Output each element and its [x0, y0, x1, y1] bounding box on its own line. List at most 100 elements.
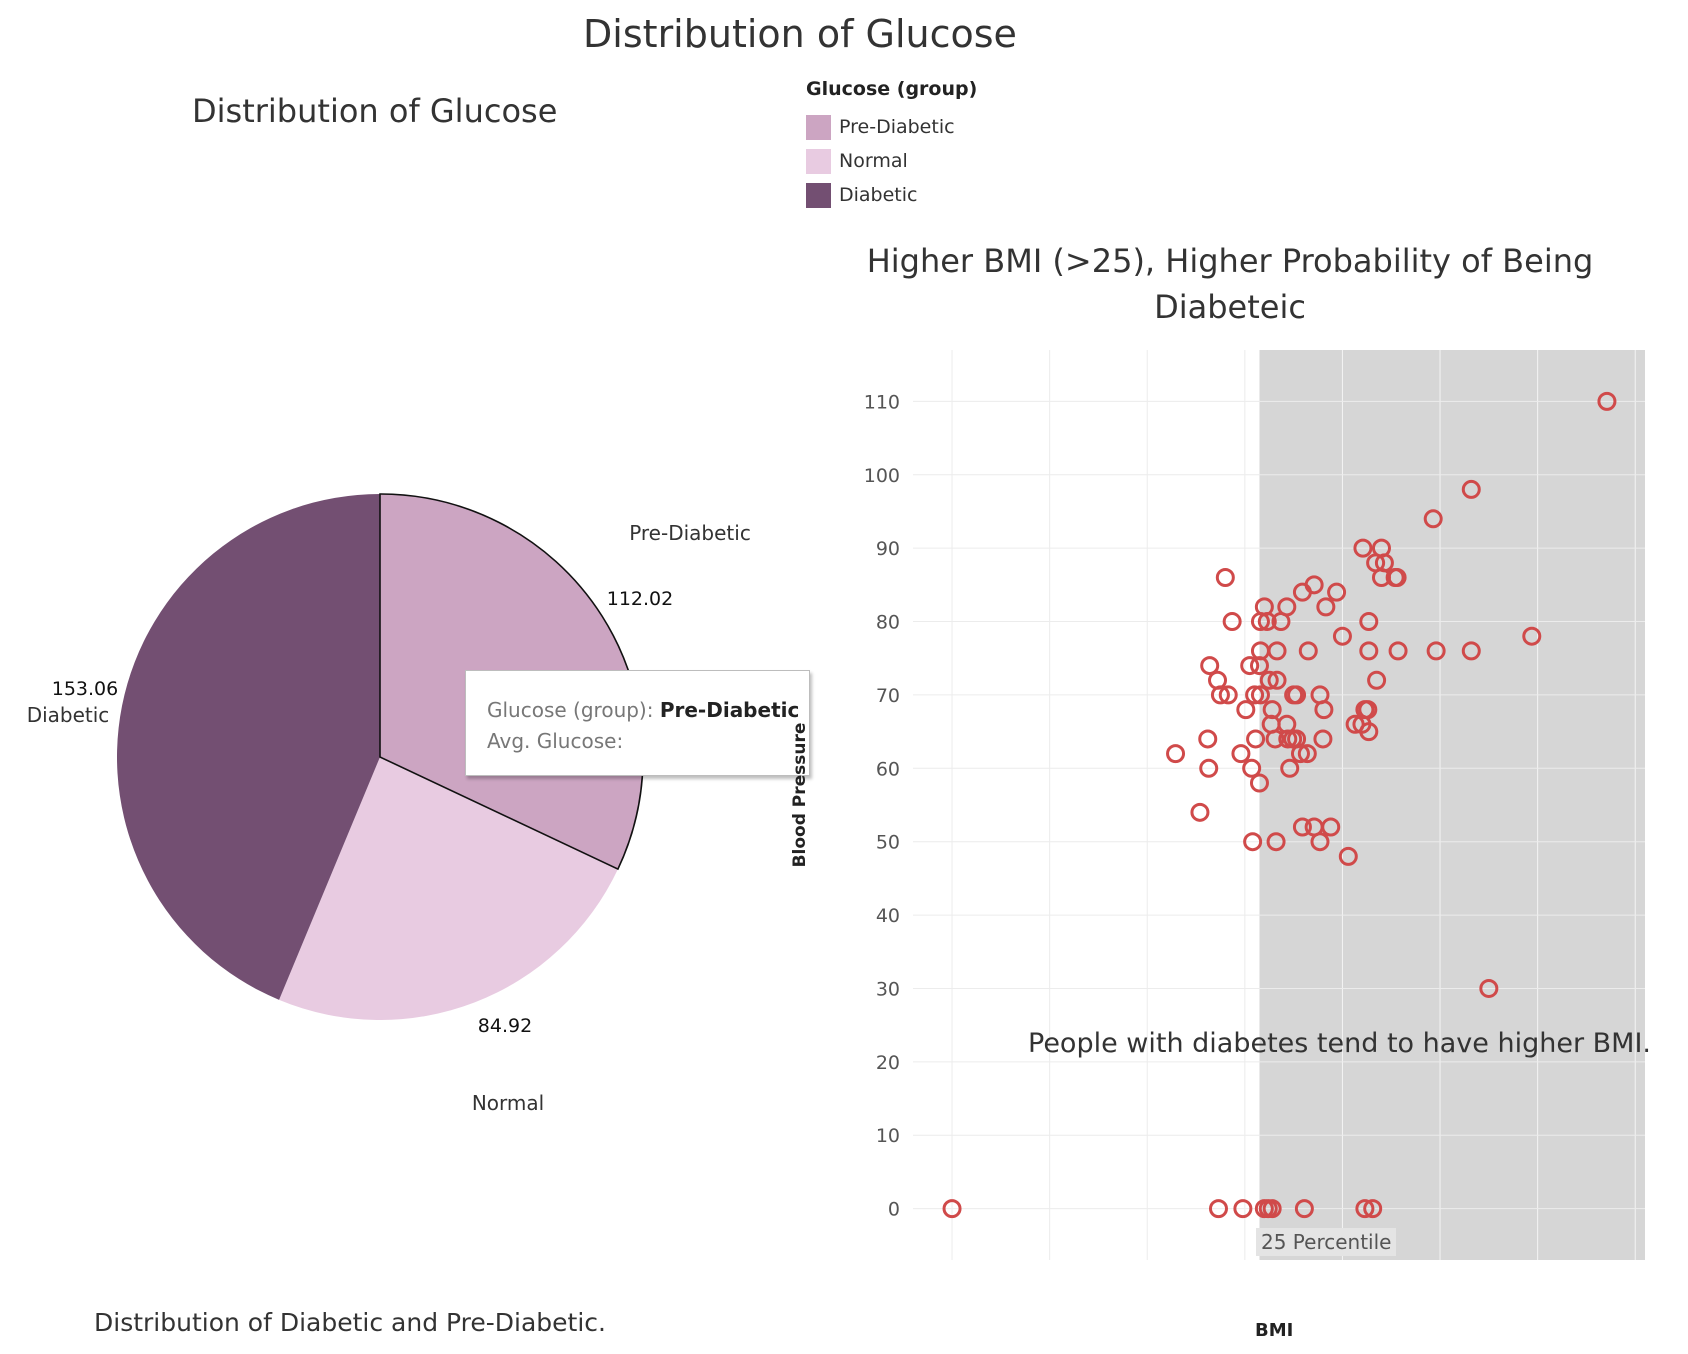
legend: Glucose (group) Pre-Diabetic Normal Diab…: [806, 78, 977, 212]
scatter-point[interactable]: [1359, 641, 1379, 661]
scatter-point[interactable]: [1314, 700, 1334, 720]
scatter-point[interactable]: [1338, 846, 1358, 866]
scatter-point[interactable]: [1200, 656, 1220, 676]
y-tick-label: 90: [876, 538, 900, 560]
x-axis-title: BMI: [1255, 1320, 1294, 1341]
scatter-point[interactable]: [1280, 758, 1300, 778]
tooltip-row-avg: Avg. Glucose:: [487, 726, 809, 757]
scatter-point[interactable]: [1208, 1199, 1228, 1219]
scatter-point[interactable]: [1292, 817, 1312, 837]
y-tick-label: 100: [864, 465, 900, 487]
scatter-point[interactable]: [1166, 744, 1186, 764]
scatter-point[interactable]: [1522, 626, 1542, 646]
legend-label-diabetic: Diabetic: [839, 184, 918, 206]
scatter-point[interactable]: [1199, 758, 1219, 778]
tooltip-group-value: Pre-Diabetic: [659, 698, 800, 722]
scatter-point[interactable]: [1265, 729, 1285, 749]
scatter-point[interactable]: [1298, 641, 1318, 661]
y-tick-label: 70: [876, 685, 900, 707]
scatter-point[interactable]: [1297, 744, 1317, 764]
scatter-point[interactable]: [1250, 612, 1270, 632]
scatter-point[interactable]: [1267, 670, 1287, 690]
pie-chart-title: Distribution of Glucose: [192, 92, 558, 130]
scatter-point[interactable]: [1240, 656, 1260, 676]
scatter-point[interactable]: [1243, 832, 1263, 852]
y-tick-label: 30: [876, 978, 900, 1000]
scatter-point[interactable]: [1479, 978, 1499, 998]
chart-annotation: People with diabetes tend to have higher…: [1028, 1028, 1652, 1059]
scatter-point[interactable]: [1327, 582, 1347, 602]
scatter-point[interactable]: [1313, 729, 1333, 749]
scatter-point[interactable]: [1388, 641, 1408, 661]
legend-item-normal[interactable]: Normal: [806, 144, 977, 178]
scatter-point[interactable]: [1321, 817, 1341, 837]
y-tick-label: 80: [876, 612, 900, 634]
pie-value-diabetic: 153.06: [52, 678, 118, 700]
legend-swatch-pre-diabetic: [806, 114, 831, 140]
legend-item-diabetic[interactable]: Diabetic: [806, 178, 977, 212]
scatter-point[interactable]: [1292, 582, 1312, 602]
legend-item-pre-diabetic[interactable]: Pre-Diabetic: [806, 110, 977, 144]
scatter-point[interactable]: [1461, 641, 1481, 661]
scatter-point[interactable]: [1222, 612, 1242, 632]
scatter-point[interactable]: [1249, 773, 1269, 793]
scatter-point[interactable]: [1249, 656, 1269, 676]
scatter-point[interactable]: [1332, 626, 1352, 646]
scatter-point[interactable]: [1290, 744, 1310, 764]
scatter-point[interactable]: [1316, 597, 1336, 617]
scatter-point[interactable]: [1246, 729, 1266, 749]
tooltip: Glucose (group): Pre-Diabetic Avg. Gluco…: [465, 670, 810, 776]
legend-label-pre-diabetic: Pre-Diabetic: [839, 116, 955, 138]
scatter-point[interactable]: [1359, 722, 1379, 742]
scatter-point[interactable]: [942, 1199, 962, 1219]
pie-label-diabetic: Diabetic: [27, 703, 110, 727]
scatter-point[interactable]: [1597, 391, 1617, 411]
scatter-point[interactable]: [1242, 758, 1262, 778]
scatter-point[interactable]: [1423, 509, 1443, 529]
reference-band: [1259, 350, 1645, 1260]
scatter-point[interactable]: [1266, 832, 1286, 852]
scatter-point[interactable]: [1210, 685, 1230, 705]
scatter-chart: 0102030405060708090100110010203040506070: [864, 350, 1645, 1260]
scatter-point[interactable]: [1198, 729, 1218, 749]
scatter-point[interactable]: [1387, 568, 1407, 587]
scatter-point[interactable]: [1236, 700, 1256, 720]
legend-title: Glucose (group): [806, 78, 978, 100]
scatter-point[interactable]: [1218, 685, 1238, 705]
scatter-point[interactable]: [1250, 685, 1270, 705]
scatter-point[interactable]: [1233, 1199, 1253, 1219]
scatter-point[interactable]: [1461, 479, 1481, 499]
reference-band-label: 25 Percentile: [1256, 1228, 1397, 1256]
tooltip-group-label: Glucose (group):: [487, 698, 654, 722]
y-axis-title: Blood Pressure: [790, 722, 810, 868]
scatter-point[interactable]: [1359, 612, 1379, 632]
scatter-point[interactable]: [1363, 1199, 1383, 1219]
scatter-point[interactable]: [1426, 641, 1446, 661]
y-tick-label: 50: [876, 832, 900, 854]
scatter-point[interactable]: [1262, 1199, 1282, 1219]
scatter-point[interactable]: [1353, 538, 1373, 558]
scatter-point[interactable]: [1367, 670, 1387, 690]
y-tick-label: 60: [876, 758, 900, 780]
scatter-point[interactable]: [1267, 641, 1287, 661]
tooltip-avg-label: Avg. Glucose:: [487, 729, 624, 753]
scatter-point[interactable]: [1190, 802, 1210, 822]
scatter-point[interactable]: [1231, 744, 1251, 764]
scatter-point[interactable]: [1287, 685, 1307, 705]
pie-label-pre-diabetic: Pre-Diabetic: [629, 521, 751, 545]
dashboard-title: Distribution of Glucose: [583, 12, 1017, 56]
pie-chart: Pre-Diabetic 112.02 Normal 84.92 Diabetic 153…: [27, 493, 751, 1115]
scatter-point[interactable]: [1310, 832, 1330, 852]
legend-label-normal: Normal: [839, 150, 908, 172]
pie-slice-diabetic[interactable]: [116, 494, 380, 1000]
scatter-point[interactable]: [1355, 1199, 1375, 1219]
scatter-point[interactable]: [1257, 612, 1277, 632]
pie-value-pre-diabetic: 112.02: [607, 588, 673, 610]
scatter-point[interactable]: [1259, 670, 1279, 690]
scatter-point[interactable]: [1271, 612, 1291, 632]
scatter-point[interactable]: [1215, 568, 1235, 587]
scatter-point[interactable]: [1245, 685, 1265, 705]
pie-slice-normal[interactable]: [279, 757, 618, 1020]
pie-caption: Distribution of Diabetic and Pre-Diabeti…: [94, 1308, 606, 1337]
scatter-point[interactable]: [1294, 1199, 1314, 1219]
